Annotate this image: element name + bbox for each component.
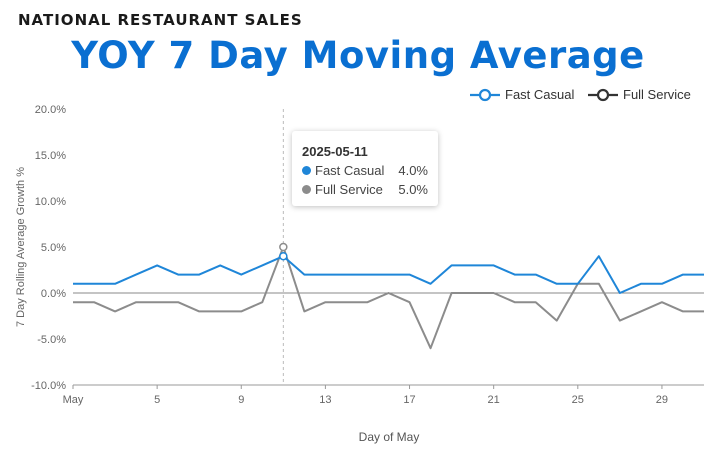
series-lines[interactable] [73, 246, 704, 350]
x-tick-label: 21 [488, 394, 500, 406]
legend-label-full-service: Full Service [623, 87, 691, 102]
series-line-full-service [73, 246, 704, 350]
hover-marker-fast-casual [279, 251, 288, 261]
x-tick-label: May [63, 394, 84, 406]
tooltip-dot-fast-casual [302, 166, 311, 175]
y-tick-label: -5.0% [37, 334, 66, 346]
tooltip-dot-full-service [302, 185, 311, 194]
series-line-fast-casual [73, 255, 704, 294]
hover-marker-full-service [279, 242, 288, 252]
y-tick-label: 0.0% [41, 288, 66, 300]
y-tick-label: 20.0% [35, 104, 66, 116]
x-tick-label: 25 [572, 394, 584, 406]
legend-item-fast-casual[interactable]: Fast Casual [470, 87, 574, 102]
hover-markers [279, 242, 288, 261]
y-axis-label: 7 Day Rolling Average Growth % [15, 167, 27, 327]
y-tick-label: 15.0% [35, 150, 66, 162]
x-tick-label: 13 [319, 394, 331, 406]
x-tick-label: 9 [238, 394, 244, 406]
tooltip-label-full-service: Full Service [315, 182, 383, 197]
legend[interactable]: Fast Casual Full Service [470, 87, 691, 102]
x-tick-label: 5 [154, 394, 160, 406]
legend-item-full-service[interactable]: Full Service [588, 87, 691, 102]
y-axis: 20.0% 15.0% 10.0% 5.0% 0.0% -5.0% -10.0% [31, 104, 66, 392]
legend-marker-full-service [596, 88, 610, 102]
legend-marker-fast-casual [478, 88, 492, 102]
chart-tooltip: 2025-05-11 Fast Casual 4.0% Full Service… [292, 131, 438, 206]
x-axis: May 5 9 13 17 21 25 29 [63, 384, 704, 406]
legend-label-fast-casual: Fast Casual [505, 87, 574, 102]
y-tick-label: -10.0% [31, 380, 66, 392]
tooltip-value-fast-casual: 4.0% [398, 163, 428, 178]
tooltip-label-fast-casual: Fast Casual [315, 163, 385, 178]
tooltip-value-full-service: 5.0% [398, 182, 428, 197]
x-tick-label: 29 [656, 394, 668, 406]
tooltip-row-full-service: Full Service 5.0% [302, 182, 428, 198]
tooltip-row-fast-casual: Fast Casual 4.0% [302, 163, 428, 179]
x-axis-label: Day of May [359, 430, 420, 444]
x-tick-label: 17 [403, 394, 415, 406]
chart-title: YOY 7 Day Moving Average [71, 34, 645, 77]
kicker-title: NATIONAL RESTAURANT SALES [18, 11, 303, 29]
tooltip-date: 2025-05-11 [302, 144, 368, 159]
y-tick-label: 10.0% [35, 196, 66, 208]
y-tick-label: 5.0% [41, 242, 66, 254]
